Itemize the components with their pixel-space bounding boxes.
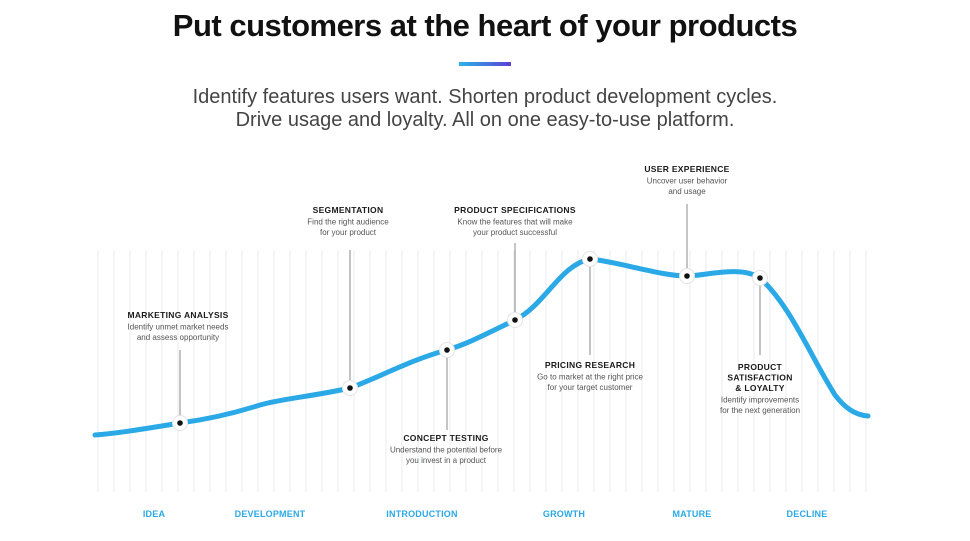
- page-subtitle: Identify features users want. Shorten pr…: [0, 86, 970, 132]
- annotation-description: for your product: [320, 228, 377, 237]
- annotation-description: Identify unmet market needs: [128, 323, 229, 332]
- annotation-title: PRICING RESEARCH: [545, 360, 635, 370]
- subtitle-line-2: Drive usage and loyalty. All on one easy…: [235, 109, 735, 131]
- annotation-description: you invest in a product: [406, 456, 487, 465]
- page-title: Put customers at the heart of your produ…: [172, 8, 798, 43]
- annotation: PRICING RESEARCH Go to market at the righ…: [537, 360, 643, 392]
- annotation-leader-lines: [179, 204, 761, 430]
- annotation: PRODUCT SPECIFICATIONS Know the features …: [454, 205, 576, 237]
- milestone-markers: [172, 251, 768, 431]
- annotation-title: USER EXPERIENCE: [644, 164, 729, 174]
- stage-label-development: DEVELOPMENT: [235, 509, 306, 519]
- annotation-title: PRODUCT: [738, 362, 783, 372]
- stage-label-decline: DECLINE: [787, 509, 828, 519]
- vertical-grid: [97, 250, 867, 492]
- milestone-dot: [347, 385, 353, 391]
- annotation-description: and usage: [668, 187, 706, 196]
- stage-labels: IDEA DEVELOPMENT INTRODUCTION GROWTH MATURE D…: [143, 509, 828, 519]
- milestone-dot: [177, 420, 183, 426]
- title-accent-rule: [459, 62, 511, 66]
- milestone-dot: [512, 317, 518, 323]
- stage-label-idea: IDEA: [143, 509, 166, 519]
- annotation-title: & LOYALTY: [735, 383, 784, 393]
- annotation-description: for your target customer: [548, 383, 633, 392]
- milestone-dot: [757, 275, 763, 281]
- annotations: MARKETING ANALYSIS Identify unmet market …: [127, 164, 800, 465]
- annotation-description: Uncover user behavior: [647, 177, 728, 186]
- milestone-dot: [587, 256, 593, 262]
- annotation-title: SATISFACTION: [727, 373, 792, 383]
- subtitle-line-1: Identify features users want. Shorten pr…: [192, 86, 778, 108]
- stage-label-mature: MATURE: [672, 509, 711, 519]
- annotation-title: CONCEPT TESTING: [403, 433, 488, 443]
- stage-label-growth: GROWTH: [543, 509, 585, 519]
- annotation-title: SEGMENTATION: [313, 205, 384, 215]
- annotation-description: Know the features that will make: [457, 218, 573, 227]
- annotation-title: PRODUCT SPECIFICATIONS: [454, 205, 576, 215]
- annotation-description: your product successful: [473, 228, 557, 237]
- annotation: CONCEPT TESTING Understand the potential …: [390, 433, 503, 465]
- annotation: MARKETING ANALYSIS Identify unmet market …: [127, 310, 228, 342]
- annotation-title: MARKETING ANALYSIS: [127, 310, 228, 320]
- annotation-description: and assess opportunity: [137, 333, 219, 342]
- annotation: USER EXPERIENCE Uncover user behaviorand …: [644, 164, 729, 196]
- annotation-description: Identify improvements: [721, 396, 799, 405]
- milestone-dot: [444, 347, 450, 353]
- annotation-description: for the next generation: [720, 406, 800, 415]
- stage-label-introduction: INTRODUCTION: [386, 509, 457, 519]
- annotation-description: Go to market at the right price: [537, 373, 643, 382]
- annotation-description: Understand the potential before: [390, 446, 503, 455]
- milestone-dot: [684, 273, 690, 279]
- annotation-description: Find the right audience: [307, 218, 389, 227]
